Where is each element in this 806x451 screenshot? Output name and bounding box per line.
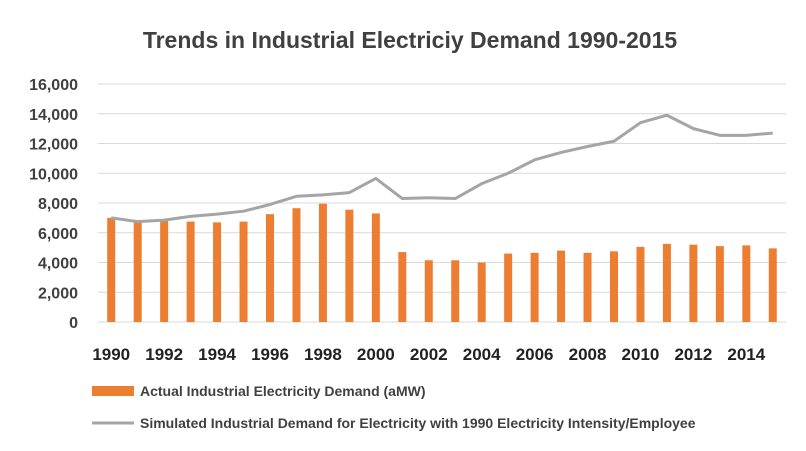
- bar: [266, 214, 274, 322]
- x-tick-label: 1994: [198, 345, 236, 364]
- bar: [530, 252, 539, 322]
- x-tick-label: 2008: [569, 345, 607, 364]
- bar: [742, 245, 751, 322]
- legend-bar-swatch: [92, 386, 134, 396]
- bar: [371, 213, 380, 322]
- y-tick-label: 10,000: [29, 166, 78, 183]
- bar: [451, 260, 460, 322]
- bar: [557, 250, 566, 322]
- bar: [477, 262, 486, 322]
- bar: [239, 221, 248, 322]
- y-tick-label: 14,000: [29, 107, 78, 124]
- x-axis-tick-labels: 1990 1992 1994 1996 1998 2000 2002 2004 2006 2008…: [92, 345, 765, 364]
- bar: [160, 220, 169, 322]
- bar: [768, 248, 777, 322]
- bar: [318, 203, 327, 322]
- gridlines: [98, 83, 786, 323]
- series-line: [111, 113, 773, 224]
- bar: [636, 246, 645, 322]
- y-tick-label: 0: [69, 315, 78, 332]
- x-tick-label: 2014: [727, 345, 765, 364]
- bar-series: [107, 203, 777, 322]
- bar: [292, 208, 301, 322]
- y-tick-label: 12,000: [29, 137, 78, 154]
- bar: [186, 221, 195, 322]
- line-series: [111, 113, 773, 224]
- bar: [424, 260, 433, 322]
- bar: [398, 252, 407, 322]
- bar: [107, 217, 116, 322]
- bar: [133, 222, 142, 322]
- bar: [689, 244, 698, 322]
- x-tick-label: 2006: [516, 345, 554, 364]
- bar: [715, 246, 724, 322]
- x-tick-label: 1992: [145, 345, 183, 364]
- x-tick-label: 1996: [251, 345, 289, 364]
- y-tick-label: 4,000: [38, 256, 78, 273]
- x-tick-label: 2012: [674, 345, 712, 364]
- y-tick-label: 8,000: [38, 196, 78, 213]
- x-tick-label: 1990: [92, 345, 130, 364]
- y-axis-tick-labels: 0 2,000 4,000 6,000 8,000 10,000 12,000 14,000 1…: [29, 77, 78, 332]
- y-tick-label: 2,000: [38, 285, 78, 302]
- bar: [583, 252, 592, 322]
- legend: Actual Industrial Electricity Demand (aM…: [92, 383, 696, 431]
- bar: [504, 253, 513, 322]
- bar: [610, 251, 618, 322]
- chart-title: Trends in Industrial Electriciy Demand 1…: [143, 27, 678, 53]
- bar: [213, 222, 222, 322]
- y-tick-label: 6,000: [38, 226, 78, 243]
- x-tick-label: 2000: [357, 345, 395, 364]
- bar: [345, 209, 354, 322]
- legend-label-actual: Actual Industrial Electricity Demand (aM…: [140, 383, 426, 399]
- x-tick-label: 2004: [463, 345, 501, 364]
- x-tick-label: 2002: [410, 345, 448, 364]
- legend-label-simulated: Simulated Industrial Demand for Electric…: [140, 415, 696, 431]
- bar: [662, 243, 671, 322]
- y-tick-label: 16,000: [29, 77, 78, 94]
- x-tick-label: 1998: [304, 345, 342, 364]
- x-tick-label: 2010: [622, 345, 660, 364]
